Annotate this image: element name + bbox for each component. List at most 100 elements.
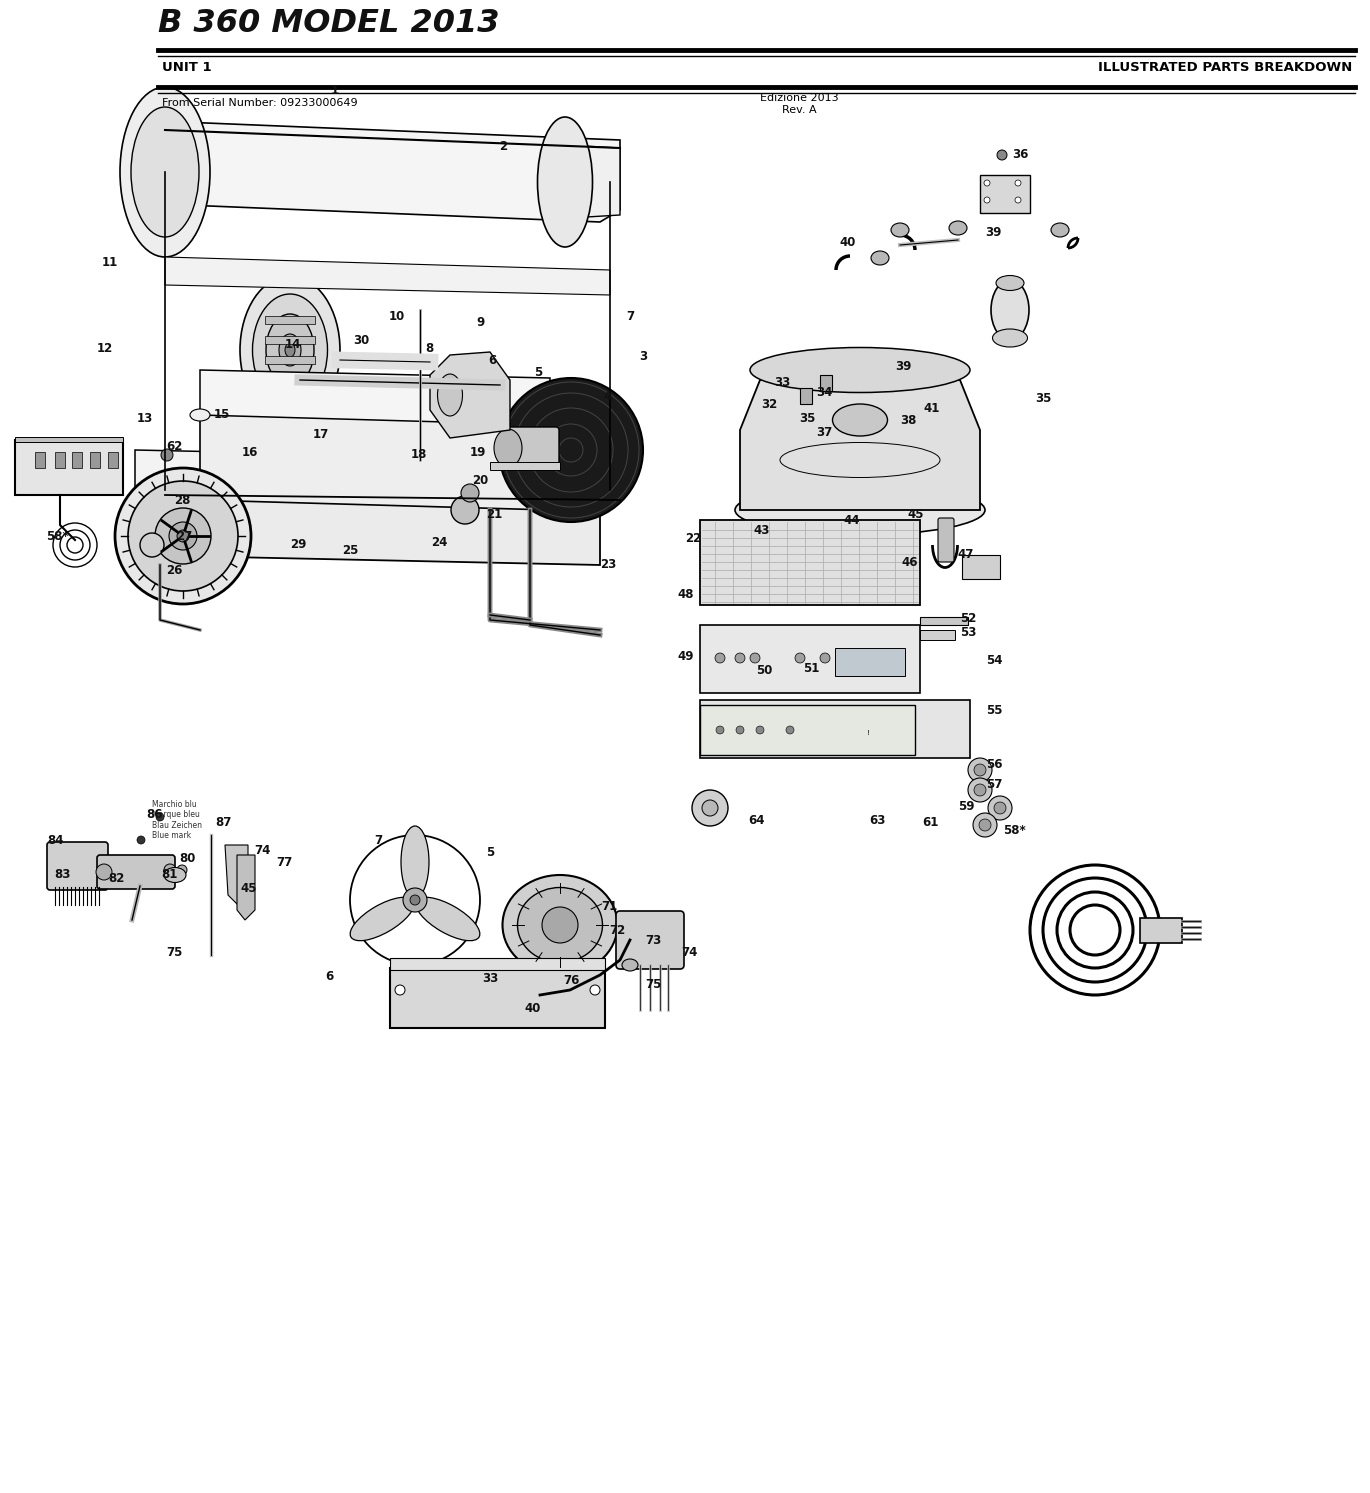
Circle shape <box>155 508 211 564</box>
Text: 33: 33 <box>482 972 499 984</box>
Text: 18: 18 <box>411 448 427 461</box>
Text: 55: 55 <box>986 703 1003 717</box>
Bar <box>264 317 315 324</box>
Ellipse shape <box>540 420 560 431</box>
Circle shape <box>795 652 806 663</box>
Text: 4: 4 <box>604 391 612 403</box>
Text: 84: 84 <box>48 833 64 847</box>
Bar <box>980 175 1030 213</box>
Ellipse shape <box>279 334 301 366</box>
Bar <box>15 437 123 442</box>
FancyBboxPatch shape <box>616 911 684 969</box>
Circle shape <box>499 378 643 523</box>
Text: 40: 40 <box>525 1002 541 1015</box>
Circle shape <box>127 481 238 591</box>
Text: 52: 52 <box>960 612 977 624</box>
Bar <box>1140 918 1182 944</box>
Ellipse shape <box>285 343 295 357</box>
Circle shape <box>773 720 786 733</box>
Bar <box>15 440 123 496</box>
Text: B 360 MODEL 2013: B 360 MODEL 2013 <box>158 7 500 39</box>
Text: 62: 62 <box>166 440 182 454</box>
Circle shape <box>169 523 197 549</box>
Ellipse shape <box>240 276 340 424</box>
Ellipse shape <box>1051 222 1069 237</box>
Text: 12: 12 <box>97 342 114 354</box>
Circle shape <box>403 888 427 912</box>
Bar <box>921 617 969 626</box>
Bar <box>700 700 970 758</box>
Circle shape <box>821 652 830 663</box>
Circle shape <box>984 181 991 187</box>
Bar <box>390 959 606 970</box>
Text: 39: 39 <box>985 225 1001 239</box>
Text: 7: 7 <box>626 311 634 324</box>
Text: 41: 41 <box>923 403 940 415</box>
Text: 13: 13 <box>137 412 153 424</box>
Ellipse shape <box>749 348 970 393</box>
Text: 64: 64 <box>749 814 766 827</box>
Text: 76: 76 <box>563 973 580 987</box>
FancyBboxPatch shape <box>700 520 921 605</box>
Circle shape <box>590 985 600 994</box>
Text: 34: 34 <box>815 387 832 400</box>
Text: 74: 74 <box>681 945 697 959</box>
Bar <box>108 452 118 467</box>
Text: Marchio blu
Marque bleu
Blau Zeichen
Blue mark: Marchio blu Marque bleu Blau Zeichen Blu… <box>152 800 201 841</box>
Text: 23: 23 <box>600 558 616 572</box>
Text: 38: 38 <box>900 414 917 427</box>
Text: 25: 25 <box>341 543 358 557</box>
Text: 63: 63 <box>869 814 885 827</box>
Ellipse shape <box>190 409 210 421</box>
Text: 30: 30 <box>353 333 369 346</box>
Text: 43: 43 <box>754 524 770 536</box>
Bar <box>962 555 1000 579</box>
Circle shape <box>969 778 992 802</box>
Polygon shape <box>200 370 549 426</box>
Text: 21: 21 <box>486 509 503 521</box>
Text: 27: 27 <box>175 530 192 543</box>
FancyBboxPatch shape <box>506 427 559 469</box>
Bar <box>55 452 64 467</box>
Ellipse shape <box>351 897 414 941</box>
Text: 6: 6 <box>488 354 496 366</box>
Circle shape <box>997 149 1007 160</box>
Text: 2: 2 <box>499 140 507 154</box>
Text: 10: 10 <box>389 311 406 324</box>
Text: 8: 8 <box>425 342 433 354</box>
Ellipse shape <box>266 314 314 387</box>
Text: 51: 51 <box>803 661 819 675</box>
Text: 73: 73 <box>645 933 662 947</box>
Text: 37: 37 <box>817 426 832 439</box>
Circle shape <box>984 197 991 203</box>
Text: 15: 15 <box>214 409 230 421</box>
Text: 39: 39 <box>895 360 911 373</box>
Text: 57: 57 <box>986 778 1003 791</box>
Circle shape <box>115 467 251 605</box>
Text: 9: 9 <box>477 317 485 330</box>
Circle shape <box>156 814 164 821</box>
Text: 40: 40 <box>840 236 856 249</box>
Text: 82: 82 <box>108 872 125 884</box>
Text: 74: 74 <box>253 844 270 857</box>
Text: 6: 6 <box>325 969 333 982</box>
Ellipse shape <box>734 485 985 534</box>
Text: 58*: 58* <box>1003 824 1025 836</box>
Text: 19: 19 <box>470 445 486 458</box>
Circle shape <box>749 652 760 663</box>
Text: !: ! <box>867 730 870 736</box>
Ellipse shape <box>871 251 889 264</box>
Circle shape <box>980 820 991 832</box>
Text: 53: 53 <box>960 626 977 639</box>
Text: 28: 28 <box>174 494 190 506</box>
Bar <box>264 336 315 343</box>
Circle shape <box>692 790 727 826</box>
Circle shape <box>973 814 997 838</box>
Bar <box>700 705 915 755</box>
Text: 86: 86 <box>147 809 163 821</box>
Circle shape <box>177 530 189 542</box>
Ellipse shape <box>890 222 910 237</box>
Text: 14: 14 <box>285 339 301 351</box>
Text: 29: 29 <box>290 537 306 551</box>
Text: 22: 22 <box>685 533 701 545</box>
